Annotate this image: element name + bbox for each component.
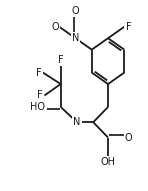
Text: O: O (51, 22, 59, 32)
Text: F: F (37, 91, 43, 100)
Text: F: F (36, 68, 42, 78)
Text: O: O (72, 6, 79, 15)
Text: N: N (72, 33, 79, 43)
Text: F: F (58, 55, 63, 65)
Text: N: N (73, 117, 81, 127)
Text: O: O (36, 102, 44, 112)
Text: OH: OH (100, 157, 116, 167)
Text: HO: HO (30, 102, 45, 112)
Text: F: F (126, 22, 131, 32)
Text: O: O (125, 133, 133, 142)
